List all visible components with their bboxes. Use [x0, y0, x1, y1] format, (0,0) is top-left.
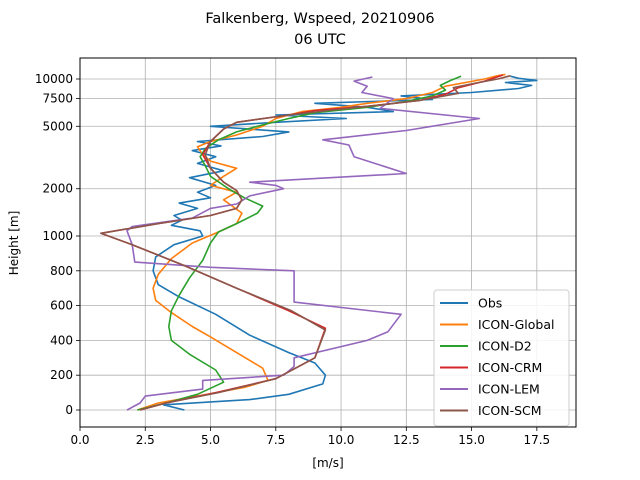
chart-title-line2: 06 UTC: [294, 32, 346, 48]
legend-label: ICON-D2: [478, 339, 532, 354]
x-axis-label: [m/s]: [312, 456, 343, 470]
y-tick-label: 400: [50, 333, 73, 347]
x-tick-label: 17.5: [523, 433, 550, 447]
x-tick-label: 7.5: [266, 433, 285, 447]
x-tick-label: 15.0: [458, 433, 485, 447]
x-tick-label: 12.5: [393, 433, 420, 447]
y-tick-label: 200: [50, 368, 73, 382]
x-tick-label: 5.0: [201, 433, 220, 447]
plot-frame: [79, 57, 577, 428]
legend: Obs ICON-Global ICON-D2 ICON-CRM ICON-LEM ICO…: [433, 289, 570, 427]
x-axis-ticks: 0.0 2.5 5.0 7.5 10.0 12.5 15.0 17.5: [70, 427, 550, 447]
y-tick-label: 600: [50, 299, 73, 313]
y-tick-label: 2000: [42, 182, 73, 196]
y-tick-label: 800: [50, 264, 73, 278]
y-axis-label: Height [m]: [7, 211, 21, 276]
legend-label: ICON-SCM: [478, 403, 542, 418]
legend-label: ICON-Global: [478, 317, 554, 332]
y-tick-label: 10000: [35, 72, 73, 86]
y-tick-label: 0: [65, 403, 73, 417]
y-tick-label: 5000: [42, 119, 73, 133]
y-tick-label: 7500: [42, 92, 73, 106]
y-axis-ticks: 0 200 400 600 800 1000 2000 5000 7500 10000: [35, 72, 80, 417]
series-layer: [100, 73, 538, 411]
legend-label: ICON-LEM: [478, 382, 540, 397]
chart-title-line1: Falkenberg, Wspeed, 20210906: [205, 11, 434, 27]
x-tick-label: 10.0: [328, 433, 355, 447]
legend-label: ICON-CRM: [478, 360, 542, 375]
legend-label: Obs: [478, 296, 502, 311]
x-tick-label: 0.0: [70, 433, 89, 447]
series-line-icon-global: [137, 73, 506, 411]
series-line-icon-scm: [100, 74, 511, 411]
x-tick-label: 2.5: [136, 433, 155, 447]
y-tick-label: 1000: [42, 229, 73, 243]
